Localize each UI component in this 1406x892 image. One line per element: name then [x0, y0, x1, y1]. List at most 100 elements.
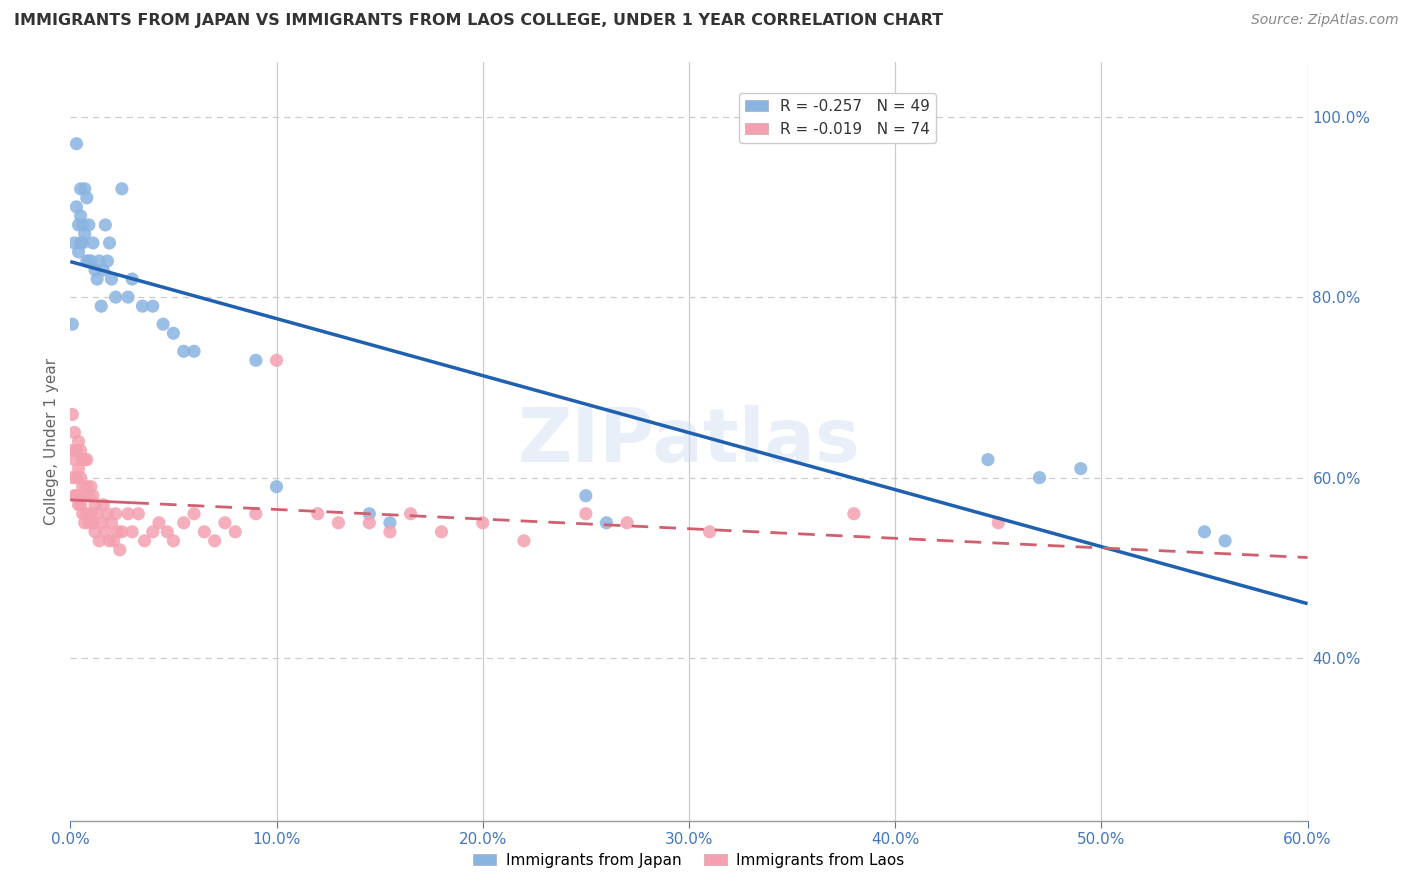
Point [987, 516, 1010, 530]
Point [67, 218, 90, 232]
Point [595, 516, 617, 530]
Point [69, 498, 91, 512]
Text: IMMIGRANTS FROM JAPAN VS IMMIGRANTS FROM LAOS COLLEGE, UNDER 1 YEAR CORRELATION : IMMIGRANTS FROM JAPAN VS IMMIGRANTS FROM… [14, 13, 943, 29]
Point [1213, 533, 1236, 548]
Point [84, 524, 107, 539]
Point [977, 452, 1000, 467]
Point [86, 272, 108, 286]
Point [80, 507, 103, 521]
Point [100, 516, 122, 530]
Point [162, 326, 184, 341]
Point [73, 227, 96, 241]
Legend: Immigrants from Japan, Immigrants from Laos: Immigrants from Japan, Immigrants from L… [467, 847, 911, 873]
Point [65, 489, 87, 503]
Point [142, 524, 165, 539]
Point [90, 299, 112, 313]
Point [76, 480, 98, 494]
Point [65, 200, 87, 214]
Point [84, 498, 107, 512]
Point [104, 507, 127, 521]
Point [107, 524, 129, 539]
Point [328, 516, 350, 530]
Point [96, 254, 118, 268]
Point [63, 452, 86, 467]
Point [616, 516, 638, 530]
Point [82, 489, 104, 503]
Point [1028, 470, 1050, 484]
Point [1070, 461, 1092, 475]
Point [84, 263, 107, 277]
Point [77, 516, 100, 530]
Point [69, 182, 91, 196]
Point [183, 344, 205, 359]
Point [67, 461, 90, 475]
Point [575, 507, 598, 521]
Point [73, 452, 96, 467]
Point [359, 507, 381, 521]
Point [89, 254, 111, 268]
Point [156, 524, 179, 539]
Point [73, 489, 96, 503]
Point [67, 434, 90, 449]
Point [193, 524, 215, 539]
Point [65, 443, 87, 458]
Point [77, 254, 100, 268]
Point [76, 254, 98, 268]
Point [183, 507, 205, 521]
Point [378, 516, 401, 530]
Y-axis label: College, Under 1 year: College, Under 1 year [44, 358, 59, 525]
Point [65, 470, 87, 484]
Point [245, 353, 267, 368]
Point [699, 524, 721, 539]
Point [72, 235, 94, 250]
Point [214, 516, 236, 530]
Point [60, 470, 83, 484]
Point [1194, 524, 1216, 539]
Point [77, 489, 100, 503]
Point [77, 218, 100, 232]
Point [76, 507, 98, 521]
Point [131, 299, 153, 313]
Point [91, 498, 114, 512]
Point [430, 524, 453, 539]
Point [111, 524, 134, 539]
Point [67, 244, 90, 259]
Point [73, 182, 96, 196]
Point [98, 235, 121, 250]
Point [575, 489, 598, 503]
Point [359, 516, 381, 530]
Point [65, 136, 87, 151]
Point [76, 191, 98, 205]
Point [111, 182, 134, 196]
Point [60, 317, 83, 331]
Point [67, 498, 90, 512]
Point [842, 507, 865, 521]
Point [98, 533, 121, 548]
Point [96, 507, 118, 521]
Point [224, 524, 246, 539]
Point [121, 524, 143, 539]
Point [204, 533, 226, 548]
Text: Source: ZipAtlas.com: Source: ZipAtlas.com [1251, 13, 1399, 28]
Point [89, 533, 111, 548]
Point [152, 317, 174, 331]
Point [378, 524, 401, 539]
Point [100, 272, 122, 286]
Point [90, 516, 112, 530]
Point [127, 507, 149, 521]
Point [69, 209, 91, 223]
Point [513, 533, 536, 548]
Point [266, 353, 288, 368]
Point [117, 290, 139, 304]
Point [173, 516, 195, 530]
Point [108, 542, 131, 557]
Point [63, 425, 86, 440]
Point [148, 516, 170, 530]
Point [245, 507, 267, 521]
Point [399, 507, 422, 521]
Text: ZIPatlas: ZIPatlas [517, 405, 860, 478]
Point [72, 452, 94, 467]
Point [104, 290, 127, 304]
Point [162, 533, 184, 548]
Point [117, 507, 139, 521]
